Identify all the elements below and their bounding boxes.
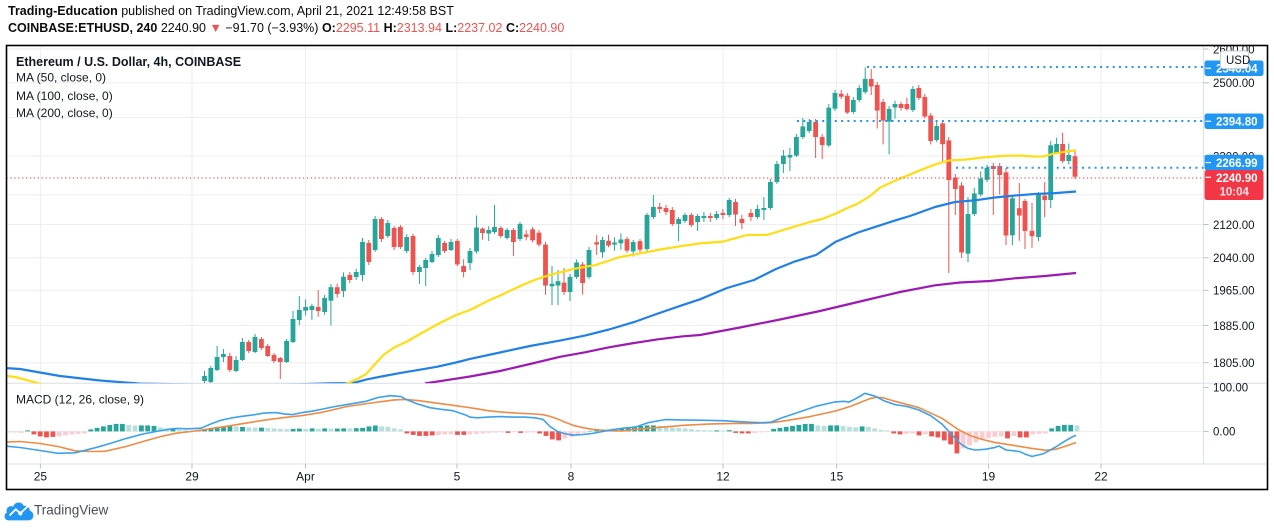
svg-text:29: 29 [185,470,199,484]
svg-text:22: 22 [1094,470,1108,484]
svg-text:TradingView: TradingView [34,503,109,518]
svg-text:2266.99: 2266.99 [1216,158,1258,170]
svg-text:Ethereum / U.S. Dollar, 4h, CO: Ethereum / U.S. Dollar, 4h, COINBASE [16,55,241,69]
svg-text:1965.00: 1965.00 [1213,286,1255,298]
svg-text:5: 5 [454,470,461,484]
svg-text:USD: USD [1226,55,1250,67]
svg-text:1885.00: 1885.00 [1213,321,1255,333]
svg-text:1805.00: 1805.00 [1213,358,1255,370]
svg-text:2394.80: 2394.80 [1216,117,1258,129]
svg-text:MACD (12, 26, close, 9): MACD (12, 26, close, 9) [16,393,144,407]
svg-text:2500.00: 2500.00 [1213,78,1255,90]
svg-text:2040.00: 2040.00 [1213,253,1255,265]
svg-text:25: 25 [34,470,48,484]
svg-text:MA (200, close, 0): MA (200, close, 0) [16,106,113,120]
svg-text:15: 15 [830,470,844,484]
svg-text:12: 12 [716,470,730,484]
svg-text:10:04: 10:04 [1220,187,1250,199]
svg-text:MA (50, close, 0): MA (50, close, 0) [16,71,106,85]
svg-text:100.00: 100.00 [1213,383,1248,395]
svg-text:8: 8 [568,470,575,484]
svg-text:2240.90: 2240.90 [1216,173,1258,185]
svg-text:0.00: 0.00 [1213,427,1235,439]
svg-text:2120.00: 2120.00 [1213,220,1255,232]
svg-text:19: 19 [982,470,996,484]
svg-text:MA (100, close, 0): MA (100, close, 0) [16,89,113,103]
svg-text:Apr: Apr [296,470,315,484]
